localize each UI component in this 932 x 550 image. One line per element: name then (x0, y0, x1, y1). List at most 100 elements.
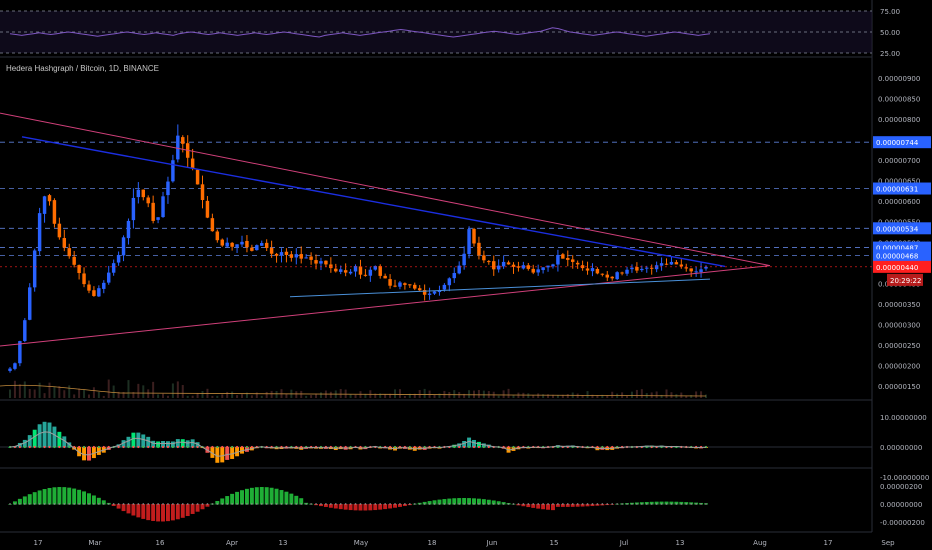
osc2-bar (486, 499, 491, 505)
volume-bar (700, 391, 703, 398)
candle-body (635, 266, 639, 271)
osc2-bar (570, 504, 575, 507)
candle-body (57, 223, 62, 238)
osc2-dot (191, 503, 194, 505)
volume-bar (236, 395, 239, 398)
osc2-dot (487, 503, 490, 505)
osc2-bar (27, 494, 32, 505)
osc1-bar (27, 435, 32, 448)
candle-body (136, 189, 141, 198)
osc1-bar (146, 436, 151, 448)
candle-body (442, 284, 447, 290)
trendline-wedge-upper (0, 112, 771, 267)
osc2-bar (397, 504, 402, 507)
candle-body (516, 266, 521, 268)
osc1-dot (152, 445, 155, 449)
osc2-dot (171, 503, 174, 505)
candle-body (373, 266, 378, 270)
osc2-dot (403, 503, 406, 505)
candle-body (393, 285, 397, 287)
osc2-bar (521, 504, 526, 507)
candle-body (18, 341, 22, 364)
osc2-dot (275, 503, 278, 505)
osc2-bar (259, 487, 264, 505)
osc1-dot (477, 445, 481, 449)
osc1-bar (52, 426, 57, 448)
volume-bar (635, 389, 638, 398)
volume-bar (611, 391, 614, 398)
osc1-bar (151, 440, 156, 448)
osc2-dot (571, 503, 574, 505)
osc2-dot (260, 503, 263, 505)
volume-bar (354, 394, 357, 398)
osc2-dot (93, 503, 95, 505)
osc2-dot (680, 503, 683, 505)
osc2-bar (546, 504, 551, 510)
osc1-dot (92, 445, 96, 449)
volume-bar (265, 391, 268, 398)
level-badge-label: 0.00000534 (876, 225, 919, 233)
volume-bar (329, 391, 332, 398)
candle-body (694, 271, 698, 273)
current-price-badge (873, 260, 931, 273)
osc1-dot (482, 445, 485, 449)
candle-body (52, 200, 57, 224)
osc2-dot (236, 503, 238, 505)
osc2-bar (67, 487, 72, 505)
osc2-dot (78, 503, 81, 505)
candle-body (200, 184, 205, 201)
osc1-dot (18, 445, 21, 449)
volume-bar (142, 385, 145, 398)
volume-bar (364, 393, 367, 398)
time-tick-label: 17 (34, 539, 43, 547)
volume-bar (18, 384, 21, 398)
osc2-dot (186, 503, 189, 505)
osc2-dot (68, 503, 71, 505)
osc2-dot (305, 503, 308, 505)
osc1-dot (171, 445, 174, 449)
osc2-dot (443, 503, 446, 505)
osc1-bar (170, 441, 175, 448)
candle-body (689, 268, 693, 272)
osc2-bar (491, 500, 496, 505)
countdown-label: 20:29:22 (890, 277, 921, 285)
osc2-bar (496, 501, 501, 505)
candle-body (87, 284, 91, 291)
volume-bar (319, 392, 322, 398)
osc2-dot (28, 503, 31, 505)
osc1-dot (191, 445, 194, 449)
osc1-bar (131, 432, 136, 448)
time-axis: 17 Mar 16 Apr 13 May 18 Jun 15 Jul 13 Aug 17 Sep (34, 539, 896, 547)
candle-body (215, 231, 220, 241)
osc2-bar (146, 504, 151, 521)
osc1-dot (359, 445, 362, 449)
volume-bar (152, 381, 155, 398)
osc1-bar (225, 447, 230, 460)
osc1-dot (226, 445, 229, 449)
osc1-dot (78, 445, 81, 449)
osc2-dot (310, 503, 313, 505)
candle-body (447, 278, 452, 286)
osc2-bar (136, 504, 141, 518)
candle-body (556, 254, 560, 265)
level-badge-label: 0.00000468 (876, 252, 918, 260)
osc2-bar (62, 487, 67, 505)
osc2-dot (38, 503, 41, 505)
candle-body (131, 197, 136, 221)
osc2-dot (23, 503, 26, 505)
volume-bar (171, 383, 174, 398)
osc2-dot (339, 503, 342, 505)
candle-body (408, 284, 412, 286)
volume-bar (63, 390, 66, 398)
osc2-bar (452, 498, 457, 505)
candle-body (417, 288, 422, 291)
osc2-dot (265, 503, 268, 505)
volume-bar (87, 394, 90, 398)
osc2-bar (565, 504, 570, 507)
osc1-tick-label: -10.00000000 (880, 474, 929, 482)
candle-body (664, 263, 669, 265)
candle-body (620, 272, 624, 274)
osc1-dot (601, 445, 604, 449)
candle-body (8, 368, 12, 371)
